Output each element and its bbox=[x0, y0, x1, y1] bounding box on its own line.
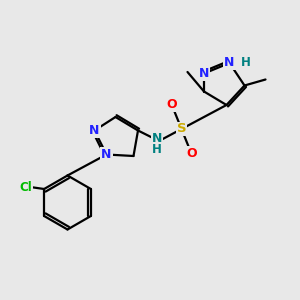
Text: Cl: Cl bbox=[19, 181, 32, 194]
Text: N: N bbox=[89, 124, 100, 137]
Text: N: N bbox=[224, 56, 235, 70]
Text: N: N bbox=[152, 132, 162, 145]
Text: O: O bbox=[186, 147, 197, 160]
Text: O: O bbox=[166, 98, 177, 111]
Text: S: S bbox=[177, 122, 186, 136]
Text: H: H bbox=[152, 143, 161, 156]
Text: N: N bbox=[101, 148, 112, 161]
Text: N: N bbox=[199, 67, 209, 80]
Text: H: H bbox=[241, 56, 251, 70]
